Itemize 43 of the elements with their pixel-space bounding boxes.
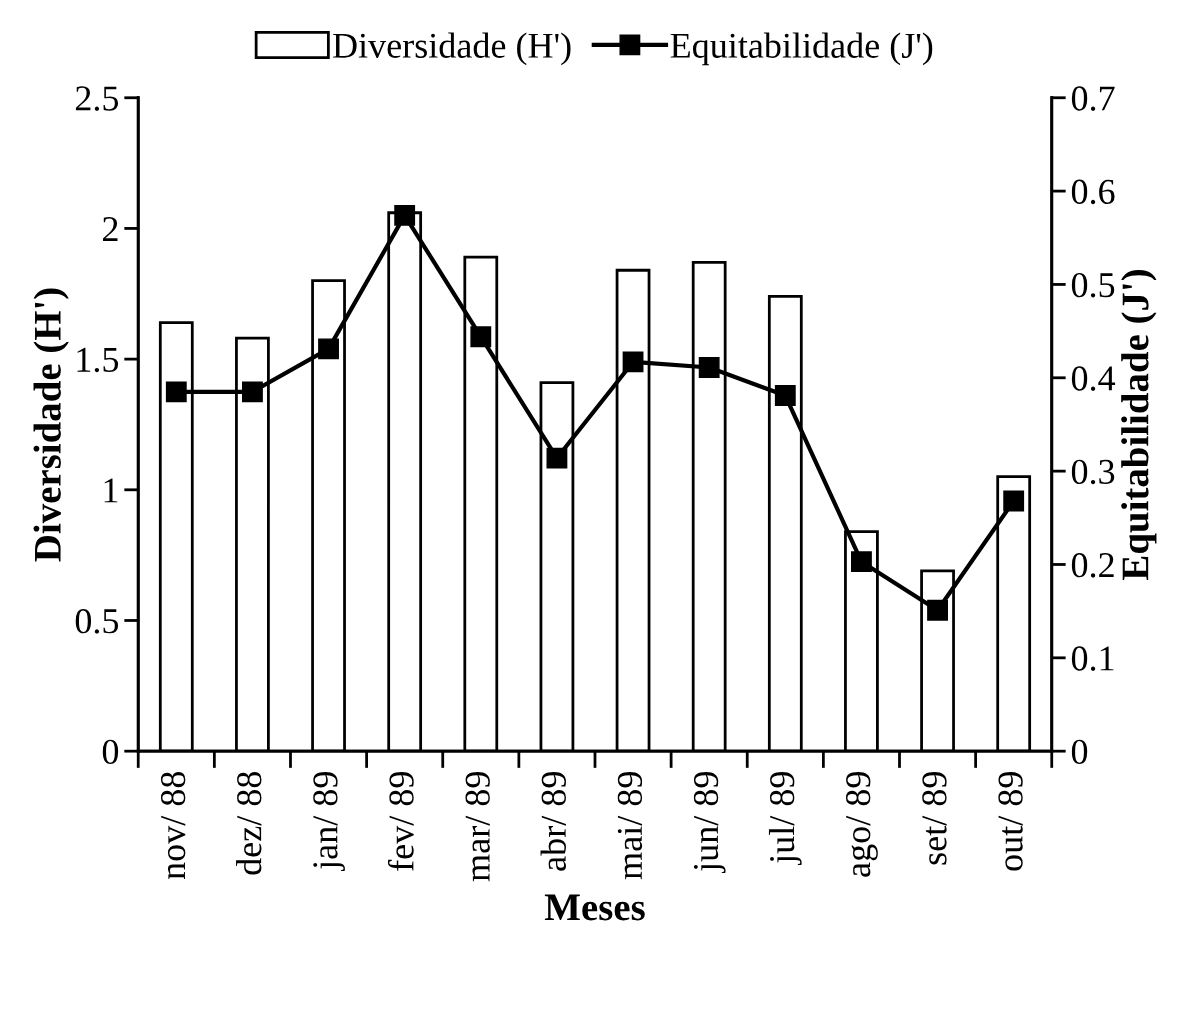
point	[622, 351, 644, 373]
point	[927, 599, 948, 621]
y-tick-label: 0.5	[75, 609, 119, 634]
x-tick-label: fev/ 89	[387, 772, 414, 871]
point	[774, 385, 796, 406]
x-tick-label: dez/ 88	[236, 771, 262, 875]
x-tick-label: jul/ 89	[768, 772, 802, 865]
y2-tick-label: 0.7	[1071, 86, 1115, 111]
x-tick-label: abr/ 89	[540, 772, 566, 871]
x-tick-label: ago/ 89	[846, 772, 878, 877]
legend-label: Diversidade (H')	[333, 32, 571, 66]
y-tick-label: 0	[102, 739, 119, 765]
x-axis-title: Meses	[544, 894, 645, 921]
x-tick-label: jun/ 89	[693, 772, 726, 873]
y2-tick-label: 0.2	[1071, 552, 1114, 578]
point	[242, 381, 263, 403]
point	[470, 326, 492, 348]
y2-tick-label: 0.5	[1071, 272, 1115, 298]
y-tick-label: 1.5	[77, 347, 119, 373]
x-tick-label: set/ 89	[922, 772, 947, 865]
x-tick-label: mai/ 89	[617, 772, 643, 880]
point	[165, 381, 187, 403]
y2-axis-title: Equitabilidade (J')	[1121, 270, 1157, 580]
x-tick-label: mar/ 89	[465, 772, 490, 882]
y2-tick-label: 0.6	[1071, 179, 1115, 205]
y-tick-label: 1	[104, 478, 118, 503]
point	[1003, 490, 1025, 512]
y2-tick-label: 0.1	[1071, 646, 1114, 671]
y2-tick-label: 0.3	[1071, 459, 1115, 485]
y2-tick-label: 0.4	[1071, 366, 1116, 391]
point	[851, 551, 872, 573]
y-axis-title: Diversidade (H')	[33, 288, 69, 562]
y-tick-label: 2.5	[75, 86, 119, 111]
legend-label: Equitabilidade (J')	[670, 32, 933, 66]
y2-tick-label: 0	[1071, 739, 1088, 765]
x-tick-label: nov/ 88	[160, 771, 186, 880]
x-tick-label: jan/ 89	[313, 772, 345, 871]
y-tick-label: 2	[103, 217, 118, 241]
point	[318, 338, 339, 360]
point	[546, 447, 568, 469]
point	[698, 357, 720, 378]
x-tick-label: out/ 89	[998, 772, 1023, 871]
point	[394, 204, 416, 226]
